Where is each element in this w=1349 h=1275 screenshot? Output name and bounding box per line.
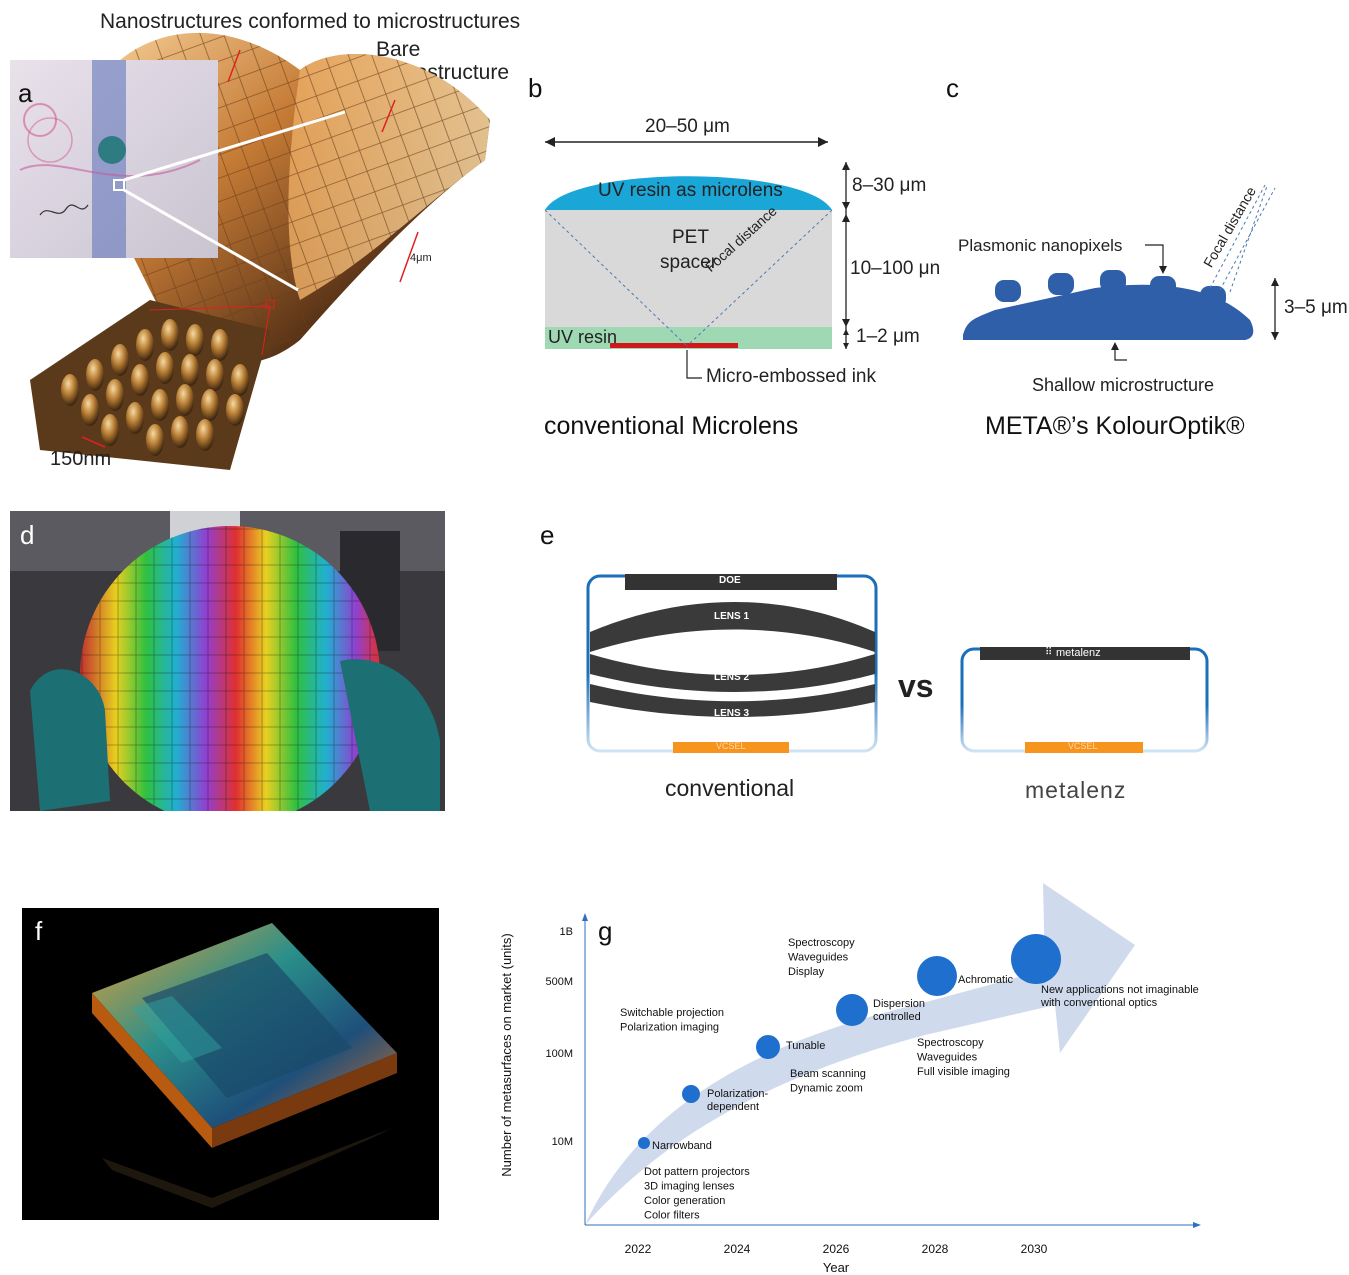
microlens-diagram	[544, 137, 850, 379]
bubble-point	[836, 994, 868, 1026]
growth-arrow	[585, 883, 1135, 1225]
bubble-point	[1011, 934, 1061, 984]
bubble-label: Polarization-	[707, 1088, 768, 1100]
conventional-caption: conventional	[665, 775, 795, 801]
bubble-label: Achromatic	[958, 974, 1014, 986]
bubble-point	[638, 1137, 650, 1149]
application-annotation: Color generation	[644, 1195, 725, 1207]
bubble-label: Tunable	[786, 1040, 825, 1052]
vcsel-right-label: VCSEL	[1068, 741, 1098, 751]
width-dim-label: 20–50 μm	[645, 116, 730, 137]
bubble-point	[682, 1085, 700, 1103]
spacer-label-line1: PET	[672, 227, 709, 248]
nanobump-array	[61, 319, 249, 456]
ink-label: Micro-embossed ink	[706, 366, 876, 387]
doe-label: DOE	[719, 575, 741, 586]
application-annotation: Dot pattern projectors	[644, 1166, 750, 1178]
lens1-label: LENS 1	[714, 611, 750, 622]
application-annotation: Dynamic zoom	[790, 1083, 863, 1095]
panel-e-letter: e	[540, 520, 555, 550]
nanopixels-label: Plasmonic nanopixels	[958, 236, 1123, 255]
metalenz-caption: metalenz	[1025, 777, 1127, 803]
bubble-label: dependent	[707, 1101, 759, 1113]
y-tick-label: 100M	[545, 1048, 573, 1060]
module-comparison-diagram	[586, 574, 1209, 753]
metasurface-wafer-photo	[10, 511, 445, 811]
application-annotation: Display	[788, 966, 825, 978]
application-annotation: Waveguides	[917, 1052, 978, 1064]
x-tick-label: 2024	[724, 1242, 751, 1256]
lens3-label: LENS 3	[714, 708, 750, 719]
application-annotation: Color filters	[644, 1210, 700, 1222]
scale-nano-label: 150nm	[50, 448, 112, 470]
lens-label: UV resin as microlens	[598, 180, 783, 201]
bare-label-line1: Bare	[376, 38, 421, 61]
panel-d-letter: d	[20, 520, 35, 550]
x-tick-label: 2028	[922, 1242, 949, 1256]
scale-micro-label: 4μm	[410, 252, 432, 264]
base-resin-label: UV resin	[548, 327, 618, 347]
grid-dots-icon: ⠿	[1045, 647, 1053, 658]
lens-dim-label: 8–30 μm	[852, 175, 927, 196]
metasurface-roadmap-chart: 2022 2024 2026 2028 2030 10M 100M 500M 1B Year Num…	[499, 883, 1201, 1275]
bubble-label: Dispersion	[873, 998, 925, 1010]
application-annotation: Spectroscopy	[917, 1037, 984, 1049]
panel-g-letter: g	[598, 916, 613, 946]
bubble-label: Narrowband	[652, 1140, 712, 1152]
panel-a-letter: a	[18, 78, 33, 108]
panel-b-caption: conventional Microlens	[544, 412, 799, 440]
metasurface-chip-photo	[22, 908, 439, 1220]
vcsel-left-label: VCSEL	[716, 741, 746, 751]
y-axis-arrowhead	[582, 913, 588, 921]
lens2-label: LENS 2	[714, 672, 750, 683]
panel-b-letter: b	[528, 73, 543, 103]
spacer-dim-label: 10–100 μn	[850, 258, 941, 279]
y-tick-label: 500M	[545, 976, 573, 988]
y-tick-label: 1B	[560, 926, 573, 938]
spacer-label-line2: spacer	[660, 252, 718, 273]
vs-label: vs	[898, 668, 934, 704]
bubble-point	[756, 1035, 780, 1059]
microstructure-surface-image	[10, 32, 490, 470]
bubble-label: with conventional optics	[1040, 997, 1158, 1009]
application-annotation: Polarization imaging	[620, 1022, 719, 1034]
application-annotation: 3D imaging lenses	[644, 1181, 735, 1193]
panel-f-letter: f	[35, 916, 43, 946]
application-annotation: Waveguides	[788, 952, 849, 964]
y-axis-label: Number of metasurfaces on market (units)	[499, 933, 514, 1176]
x-axis-label: Year	[823, 1260, 850, 1275]
application-annotation: Beam scanning	[790, 1068, 866, 1080]
panel-c-letter: c	[946, 73, 959, 103]
application-annotation: Spectroscopy	[788, 937, 855, 949]
kolouroptik-diagram	[963, 184, 1279, 361]
height-dim-label: 3–5 μm	[1284, 297, 1348, 318]
application-annotation: Full visible imaging	[917, 1066, 1010, 1078]
microstructure-label: Shallow microstructure	[1032, 375, 1215, 395]
bubble-label: New applications not imaginable	[1041, 984, 1199, 996]
bubble-label: controlled	[873, 1011, 921, 1023]
x-tick-label: 2026	[823, 1242, 850, 1256]
application-annotation: Switchable projection	[620, 1007, 724, 1019]
panel-c-caption: META®’s KolourOptik®	[985, 412, 1245, 440]
metalenz-chip-label: metalenz	[1056, 647, 1101, 659]
y-tick-label: 10M	[552, 1136, 573, 1148]
x-tick-label: 2022	[625, 1242, 652, 1256]
panel-a-title: Nanostructures conformed to microstructu…	[100, 10, 521, 33]
bubble-point	[917, 956, 957, 996]
base-dim-label: 1–2 μm	[856, 326, 920, 347]
x-tick-label: 2030	[1021, 1242, 1048, 1256]
x-axis-arrowhead	[1193, 1222, 1201, 1228]
